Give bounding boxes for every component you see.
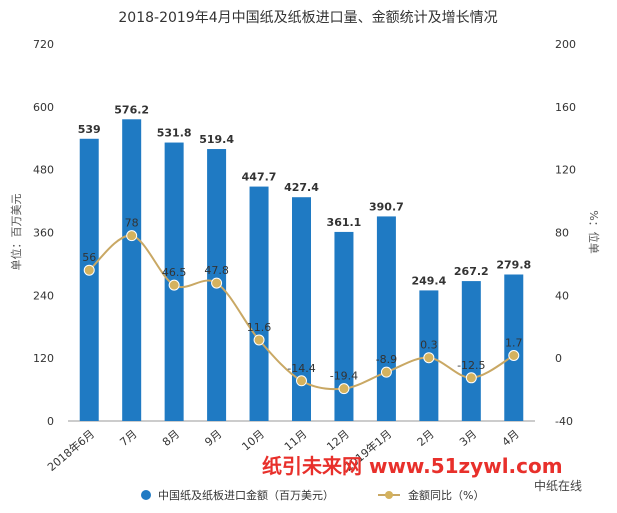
bar bbox=[334, 231, 354, 421]
line-point bbox=[126, 230, 138, 242]
x-tick-label: 12月 bbox=[324, 427, 352, 453]
bar-value-label: 539 bbox=[78, 123, 101, 136]
line-value-label: 47.8 bbox=[204, 264, 229, 277]
line-point bbox=[296, 375, 307, 387]
x-tick-label: 3月 bbox=[457, 427, 479, 449]
x-tick-label: 2018年6月 bbox=[44, 427, 97, 474]
bar-value-label: 531.8 bbox=[157, 127, 192, 140]
bar bbox=[249, 186, 269, 421]
line-value-label: 11.6 bbox=[247, 321, 272, 334]
bar-value-label: 361.1 bbox=[327, 216, 362, 229]
y2-tick-label: 120 bbox=[555, 164, 576, 177]
watermark-brand: 中纸在线 bbox=[534, 478, 582, 493]
legend-line-marker bbox=[385, 491, 393, 499]
line-point bbox=[338, 383, 350, 395]
y-tick-label: 240 bbox=[33, 289, 54, 302]
line-value-label: -19.4 bbox=[330, 370, 358, 383]
bar-value-label: 279.8 bbox=[496, 258, 531, 271]
bar bbox=[504, 274, 524, 421]
line-value-label: -12.5 bbox=[457, 359, 485, 372]
bar-value-label: 576.2 bbox=[114, 103, 149, 116]
y2-tick-label: 200 bbox=[555, 38, 576, 51]
line-point bbox=[465, 372, 477, 384]
line-point bbox=[168, 279, 180, 291]
bar-value-label: 390.7 bbox=[369, 200, 404, 213]
legend-bar-label: 中国纸及纸板进口金额（百万美元） bbox=[158, 488, 334, 502]
x-tick-label: 7月 bbox=[117, 427, 139, 449]
legend: 中国纸及纸板进口金额（百万美元） 金额同比（%） bbox=[141, 488, 484, 502]
watermark-site: 纸引未来网 www.51zywl.com bbox=[262, 454, 563, 478]
y2-tick-label: 160 bbox=[555, 101, 576, 114]
bar bbox=[461, 281, 481, 421]
bar-value-label: 249.4 bbox=[411, 274, 446, 287]
line-value-label: 46.5 bbox=[162, 266, 187, 279]
bar bbox=[292, 197, 311, 421]
x-tick-label: 4月 bbox=[500, 427, 522, 449]
bar-value-label: 519.4 bbox=[199, 133, 234, 146]
x-tick-label: 9月 bbox=[202, 427, 224, 449]
bar-value-label: 447.7 bbox=[242, 171, 277, 184]
y2-tick-label: 40 bbox=[555, 289, 569, 302]
y2-tick-label: 0 bbox=[555, 352, 562, 365]
y-tick-label: 360 bbox=[33, 227, 54, 240]
line-value-label: 56 bbox=[82, 251, 96, 264]
y-tick-label: 720 bbox=[33, 38, 54, 51]
bar-value-label: 267.2 bbox=[454, 265, 489, 278]
y-tick-label: 600 bbox=[33, 101, 54, 114]
bar-value-label: 427.4 bbox=[284, 181, 319, 194]
line-value-label: 0.3 bbox=[420, 339, 438, 352]
line-value-label: 1.7 bbox=[505, 336, 523, 349]
line-value-label: 78 bbox=[125, 217, 139, 230]
y2-tick-label: -40 bbox=[555, 415, 573, 428]
x-tick-label: 8月 bbox=[160, 427, 182, 449]
y-tick-label: 480 bbox=[33, 164, 54, 177]
line-point bbox=[83, 264, 95, 276]
y2-axis-label: %：位单 bbox=[587, 210, 601, 253]
y-tick-label: 120 bbox=[33, 352, 54, 365]
bar bbox=[376, 216, 396, 421]
x-tick-label: 2月 bbox=[415, 427, 437, 449]
line-value-label: -8.9 bbox=[376, 353, 397, 366]
line-point bbox=[380, 366, 392, 378]
bar bbox=[79, 138, 99, 421]
x-tick-label: 10月 bbox=[239, 427, 267, 453]
y-tick-label: 0 bbox=[47, 415, 54, 428]
line-point bbox=[508, 349, 520, 361]
line-value-label: -14.4 bbox=[287, 362, 315, 375]
x-tick-label: 11月 bbox=[282, 427, 310, 453]
line-point bbox=[253, 334, 265, 346]
y-axis-label: 单位：百万美元 bbox=[9, 194, 23, 271]
plot-area: 0 120 240 360 480 600 720 -40 0 40 80 120 160 200 539 5… bbox=[33, 38, 576, 474]
legend-bar-marker bbox=[141, 490, 151, 500]
chart-title: 2018-2019年4月中国纸及纸板进口量、金额统计及增长情况 bbox=[118, 10, 497, 26]
y2-tick-label: 80 bbox=[555, 227, 569, 240]
legend-line-label: 金额同比（%） bbox=[408, 488, 484, 502]
bar bbox=[122, 119, 142, 421]
line-point bbox=[211, 277, 223, 289]
line-point bbox=[423, 352, 435, 364]
